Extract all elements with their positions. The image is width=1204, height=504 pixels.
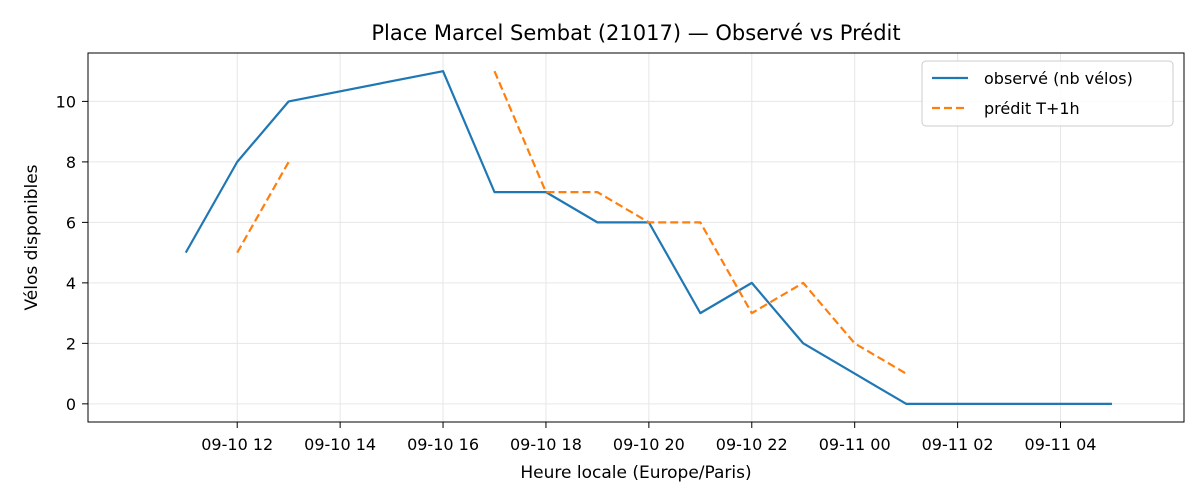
x-tick-label: 09-10 22 (716, 435, 788, 454)
legend-label: prédit T+1h (984, 99, 1080, 118)
series-line-observed (184, 70, 1112, 405)
x-tick-label: 09-10 18 (510, 435, 582, 454)
y-tick-label: 10 (56, 92, 76, 111)
y-tick-label: 6 (66, 213, 76, 232)
x-tick-label: 09-11 00 (819, 435, 891, 454)
legend: observé (nb vélos) prédit T+1h (921, 60, 1174, 127)
legend-label: observé (nb vélos) (984, 69, 1133, 88)
y-tick-label: 2 (66, 334, 76, 353)
y-tick-label: 0 (66, 395, 76, 414)
series-layer (184, 70, 1112, 405)
y-axis-label: Vélos disponibles (22, 164, 42, 310)
x-tick-label: 09-10 12 (201, 435, 273, 454)
series-line-predicted (236, 161, 290, 254)
y-tick-label: 4 (66, 274, 76, 293)
x-tick-label: 09-11 04 (1025, 435, 1097, 454)
x-tick-label: 09-11 02 (922, 435, 994, 454)
y-tick-label: 8 (66, 153, 76, 172)
chart-title: Place Marcel Sembat (21017) — Observé vs… (371, 21, 900, 45)
x-axis-label: Heure locale (Europe/Paris) (520, 463, 751, 483)
series-line-predicted (493, 70, 907, 375)
legend-box (921, 60, 1174, 127)
plot-frame (87, 52, 1185, 423)
x-tick-label: 09-10 20 (613, 435, 685, 454)
x-tick-label: 09-10 14 (304, 435, 376, 454)
x-tick-label: 09-10 16 (407, 435, 479, 454)
axis-ticks: 09-10 12 09-10 14 09-10 16 09-10 18 09-10 20… (56, 92, 1097, 454)
